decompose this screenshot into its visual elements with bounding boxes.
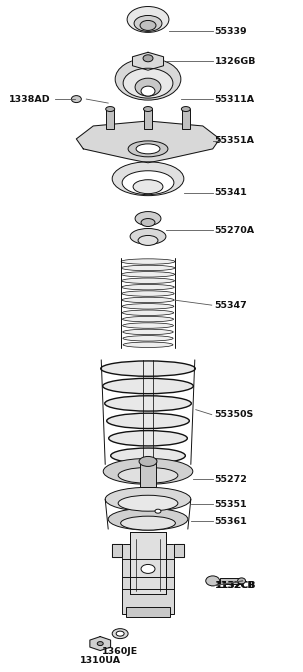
Ellipse shape bbox=[122, 278, 175, 284]
Ellipse shape bbox=[141, 86, 155, 96]
Ellipse shape bbox=[136, 144, 160, 154]
Ellipse shape bbox=[112, 628, 128, 638]
Polygon shape bbox=[132, 52, 164, 70]
Ellipse shape bbox=[72, 95, 81, 103]
Ellipse shape bbox=[141, 218, 155, 226]
Ellipse shape bbox=[108, 508, 188, 530]
Text: 55311A: 55311A bbox=[215, 95, 255, 103]
Text: 1310UA: 1310UA bbox=[80, 655, 121, 665]
Ellipse shape bbox=[206, 576, 220, 586]
Bar bbox=[106, 109, 114, 129]
Text: 55350S: 55350S bbox=[215, 410, 254, 419]
Text: 1326GB: 1326GB bbox=[215, 56, 256, 66]
Ellipse shape bbox=[122, 171, 174, 195]
Ellipse shape bbox=[134, 15, 162, 32]
Ellipse shape bbox=[144, 107, 152, 112]
Ellipse shape bbox=[111, 448, 185, 464]
Text: 1132CB: 1132CB bbox=[216, 581, 256, 590]
Ellipse shape bbox=[122, 291, 174, 296]
Ellipse shape bbox=[143, 55, 153, 62]
Ellipse shape bbox=[135, 78, 161, 96]
Ellipse shape bbox=[121, 259, 175, 264]
Bar bbox=[130, 532, 166, 594]
Text: 55351A: 55351A bbox=[215, 136, 255, 145]
Ellipse shape bbox=[116, 631, 124, 636]
Ellipse shape bbox=[122, 271, 175, 277]
Text: 55272: 55272 bbox=[215, 475, 248, 484]
Ellipse shape bbox=[127, 7, 169, 32]
Ellipse shape bbox=[122, 304, 174, 309]
Ellipse shape bbox=[138, 235, 158, 245]
Ellipse shape bbox=[103, 458, 193, 485]
Bar bbox=[182, 109, 190, 129]
Ellipse shape bbox=[139, 456, 157, 466]
Ellipse shape bbox=[97, 642, 103, 646]
Ellipse shape bbox=[106, 107, 115, 112]
Text: 55339: 55339 bbox=[215, 27, 247, 36]
Ellipse shape bbox=[115, 58, 181, 100]
Polygon shape bbox=[90, 636, 111, 650]
Ellipse shape bbox=[140, 20, 156, 30]
Ellipse shape bbox=[123, 329, 173, 335]
Ellipse shape bbox=[123, 335, 173, 341]
Ellipse shape bbox=[121, 265, 175, 271]
Text: 55270A: 55270A bbox=[215, 226, 255, 235]
Ellipse shape bbox=[135, 212, 161, 226]
Bar bbox=[144, 109, 152, 129]
Ellipse shape bbox=[238, 578, 245, 584]
Polygon shape bbox=[174, 544, 184, 557]
Ellipse shape bbox=[155, 509, 161, 513]
Ellipse shape bbox=[128, 141, 168, 157]
Polygon shape bbox=[112, 544, 122, 557]
Ellipse shape bbox=[121, 516, 175, 530]
Ellipse shape bbox=[122, 317, 174, 322]
Ellipse shape bbox=[123, 69, 173, 98]
Ellipse shape bbox=[122, 297, 174, 302]
Polygon shape bbox=[76, 121, 220, 163]
Ellipse shape bbox=[101, 361, 195, 376]
Text: 55361: 55361 bbox=[215, 517, 248, 526]
Ellipse shape bbox=[130, 228, 166, 245]
Ellipse shape bbox=[112, 162, 184, 196]
Ellipse shape bbox=[141, 564, 155, 573]
Bar bbox=[220, 578, 241, 584]
Ellipse shape bbox=[103, 378, 193, 394]
Ellipse shape bbox=[107, 413, 189, 429]
Ellipse shape bbox=[123, 342, 173, 347]
Text: 55351: 55351 bbox=[215, 500, 247, 509]
Bar bbox=[140, 460, 156, 487]
Bar bbox=[122, 544, 174, 614]
Ellipse shape bbox=[118, 495, 178, 511]
Text: 1338AD: 1338AD bbox=[9, 95, 50, 103]
Ellipse shape bbox=[122, 310, 174, 315]
Text: 1132CB: 1132CB bbox=[215, 581, 255, 590]
Ellipse shape bbox=[109, 431, 187, 446]
Text: 55341: 55341 bbox=[215, 188, 248, 197]
Ellipse shape bbox=[105, 396, 191, 411]
Text: 1360JE: 1360JE bbox=[102, 646, 138, 656]
Ellipse shape bbox=[181, 107, 190, 112]
Text: 55347: 55347 bbox=[215, 300, 248, 310]
Ellipse shape bbox=[105, 487, 191, 511]
Ellipse shape bbox=[133, 179, 163, 194]
Ellipse shape bbox=[122, 284, 174, 290]
Bar bbox=[126, 607, 170, 617]
Ellipse shape bbox=[118, 468, 178, 483]
Ellipse shape bbox=[123, 323, 173, 328]
